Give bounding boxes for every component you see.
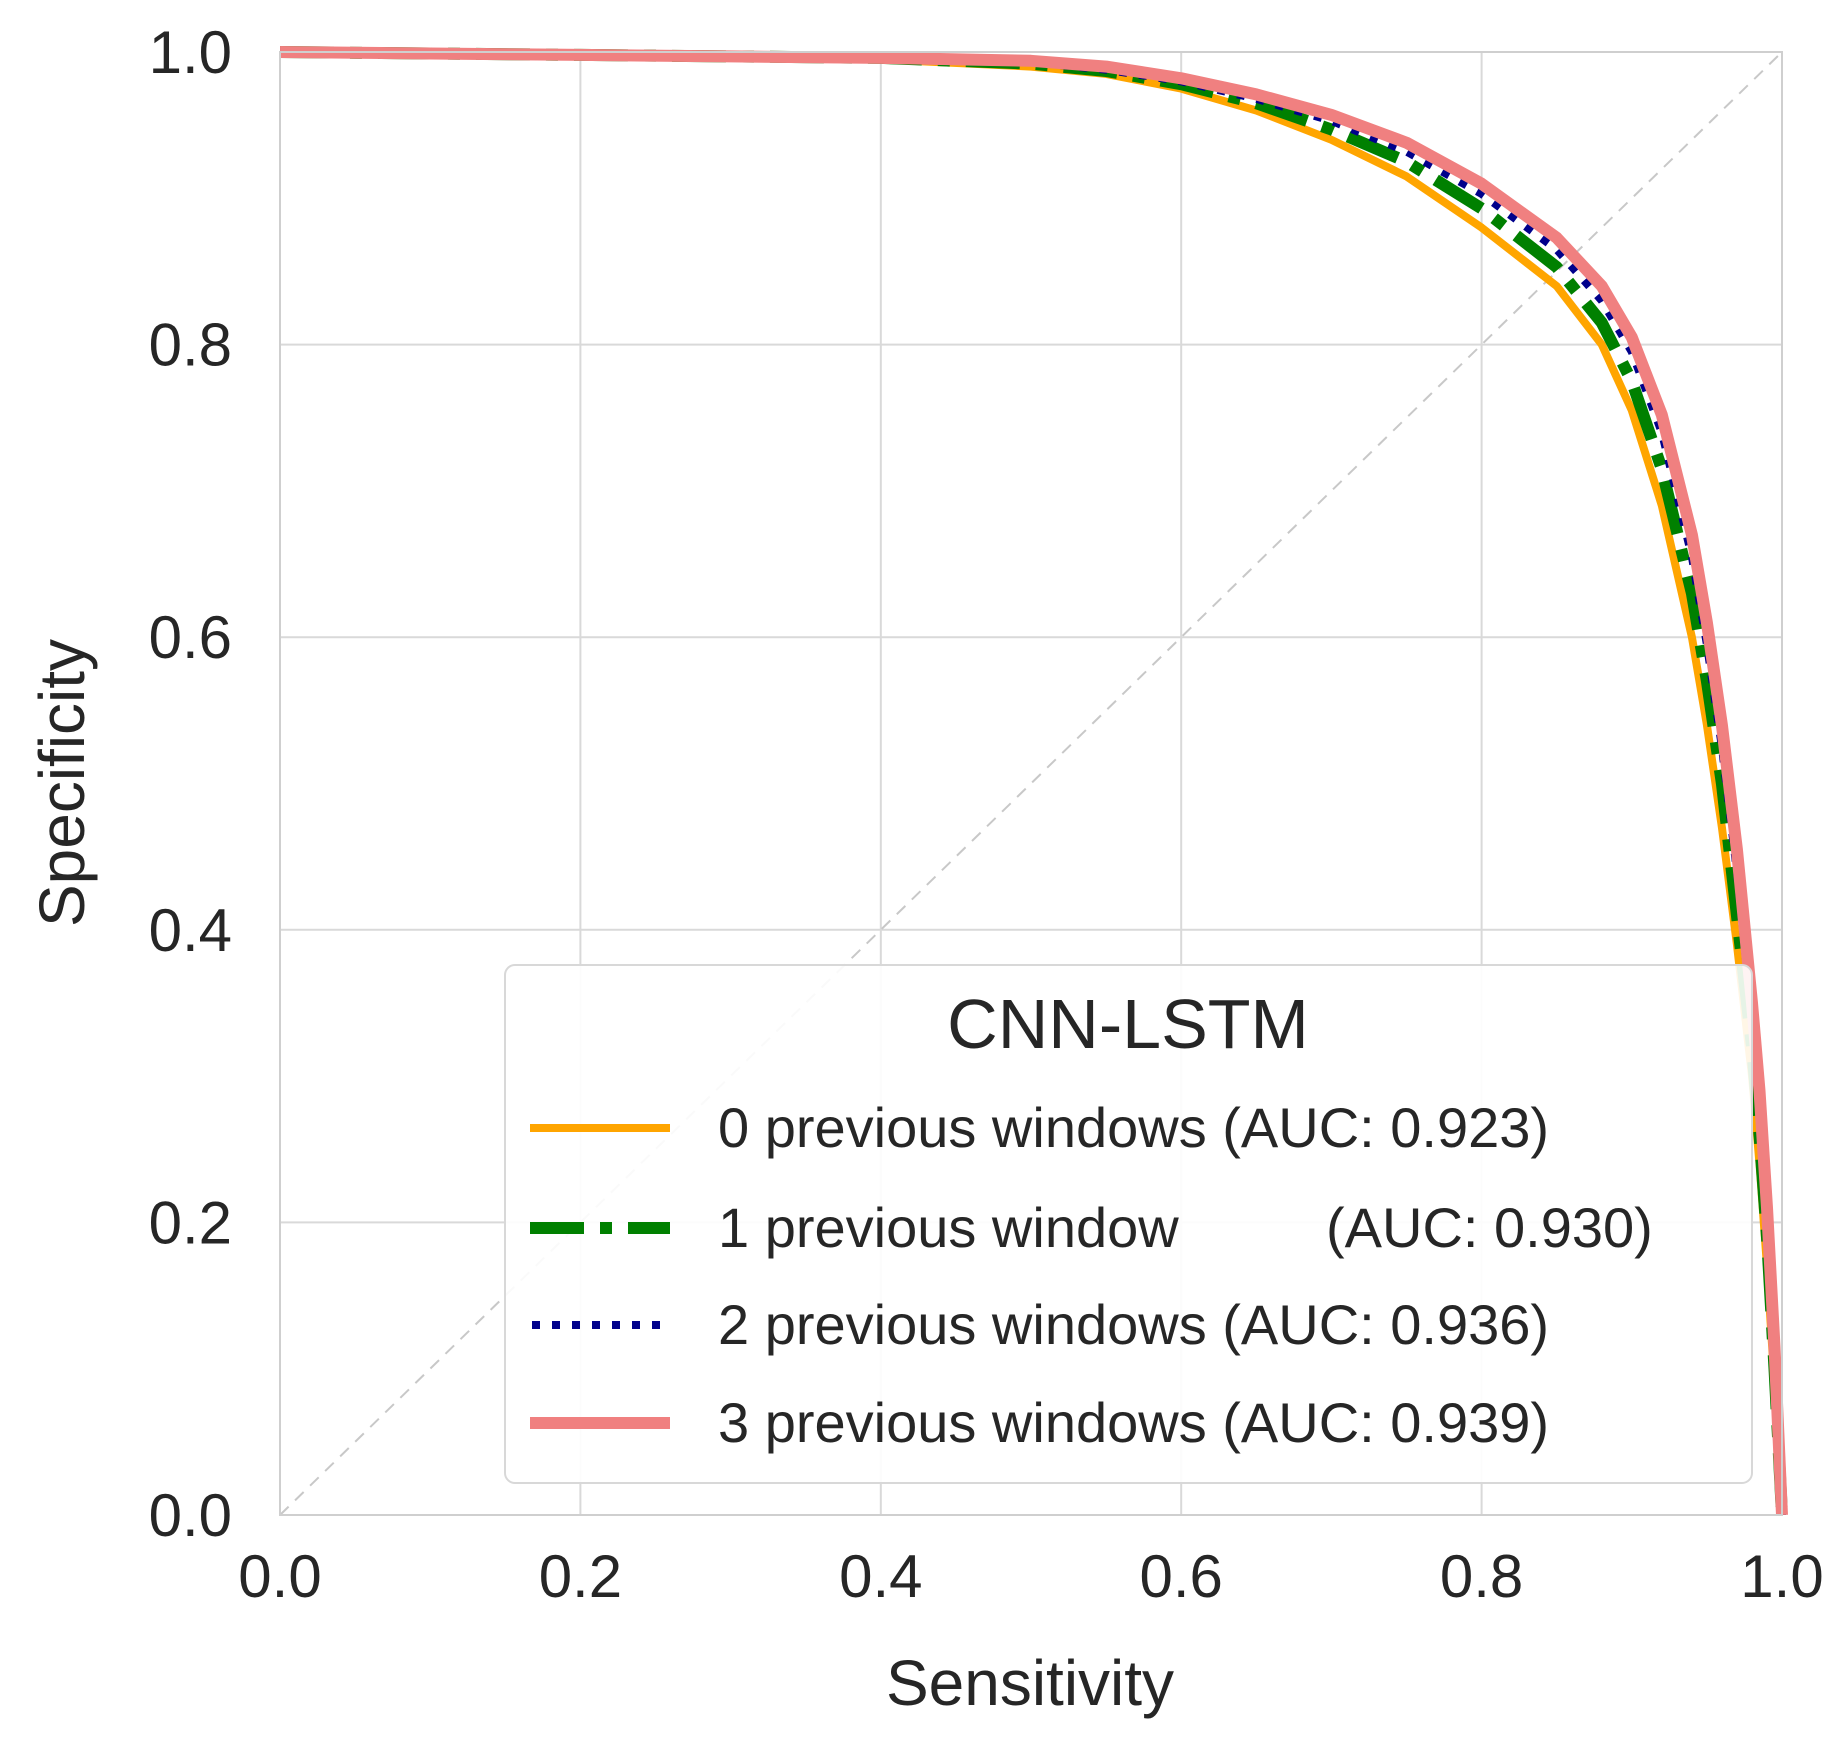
y-tick-label-0.8: 0.8: [149, 312, 232, 379]
y-tick-label-0.4: 0.4: [149, 897, 232, 964]
x-axis-label: Sensitivity: [886, 1647, 1174, 1719]
reference-diagonal-line: [279, 51, 1783, 1516]
legend-label-2-previous-windows: 2 previous windows (AUC: 0.936): [718, 1293, 1549, 1356]
x-tick-labels: 0.0 0.2 0.4 0.6 0.8 1.0: [238, 1543, 1823, 1610]
legend-title: CNN-LSTM: [947, 985, 1309, 1063]
x-tick-label-0.6: 0.6: [1139, 1543, 1222, 1610]
x-tick-label-0.2: 0.2: [539, 1543, 622, 1610]
x-tick-label-1.0: 1.0: [1740, 1543, 1823, 1610]
y-tick-labels: 0.0 0.2 0.4 0.6 0.8 1.0: [149, 19, 232, 1549]
legend-box: [504, 964, 1753, 1484]
x-tick-label-0.0: 0.0: [238, 1543, 321, 1610]
y-axis-label: Specificity: [26, 639, 98, 927]
legend-label-1-previous-window-name: 1 previous window: [718, 1196, 1179, 1259]
legend-label-0-previous-windows: 0 previous windows (AUC: 0.923): [718, 1096, 1549, 1159]
legend: CNN-LSTM 0 previous windows (AUC: 0.923)…: [504, 964, 1753, 1484]
y-tick-label-1.0: 1.0: [149, 19, 232, 86]
legend-label-3-previous-windows: 3 previous windows (AUC: 0.939): [718, 1391, 1549, 1454]
y-tick-label-0.0: 0.0: [149, 1482, 232, 1549]
x-tick-label-0.8: 0.8: [1440, 1543, 1523, 1610]
legend-label-1-previous-window-auc: (AUC: 0.930): [1326, 1196, 1653, 1259]
plot-frame: [279, 51, 1783, 1516]
y-tick-label-0.2: 0.2: [149, 1189, 232, 1256]
x-tick-label-0.4: 0.4: [839, 1543, 922, 1610]
y-tick-label-0.6: 0.6: [149, 604, 232, 671]
